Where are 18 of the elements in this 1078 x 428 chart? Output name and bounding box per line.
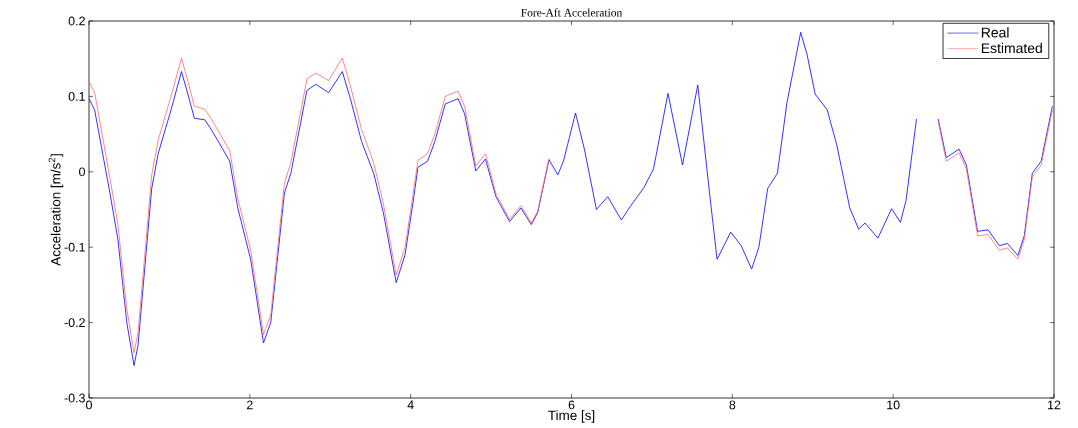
y-tick-label: 0 <box>79 167 85 177</box>
y-tick-label: -0.2 <box>64 318 85 328</box>
x-tick-label: 8 <box>729 400 736 410</box>
x-tick-label: 0 <box>86 400 92 410</box>
y-tick-label: -0.1 <box>64 242 85 252</box>
y-tick-label: 0.2 <box>68 16 85 26</box>
x-axis-title: Time [s] <box>548 410 595 423</box>
y-axis-title: Acceleration [m/s$^{2}$] <box>48 154 64 266</box>
x-tick-label: 4 <box>407 400 414 410</box>
chart-title: Fore-Aft Acceleration <box>521 8 623 17</box>
x-tick-label: 10 <box>887 400 900 410</box>
y-tick-label: 0.1 <box>68 92 85 101</box>
legend-label: Real <box>981 27 1009 38</box>
x-tick-label: 12 <box>1048 400 1061 410</box>
legend-label: Estimated <box>981 42 1042 54</box>
x-tick-label: 2 <box>247 400 253 410</box>
x-tick-label: 6 <box>568 400 575 410</box>
y-tick-label: -0.3 <box>64 393 85 403</box>
